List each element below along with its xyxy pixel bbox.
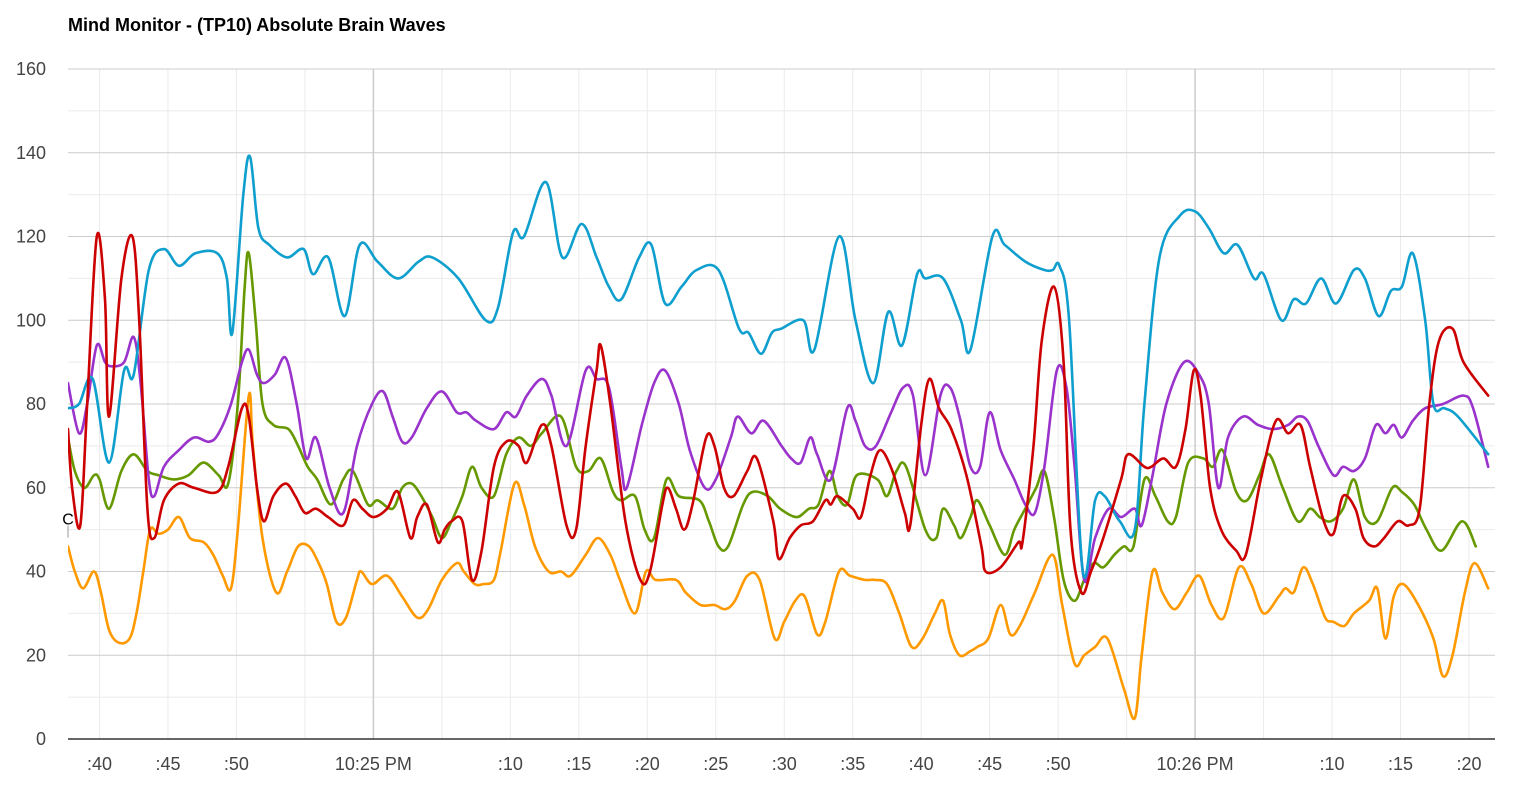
x-tick-label: :45 xyxy=(155,754,180,774)
x-tick-label: :10 xyxy=(1320,754,1345,774)
x-tick-label: :50 xyxy=(1046,754,1071,774)
x-axis-tick-labels: :40 :45 :50 10:25 PM :10 :15 :20 :25 :30 :35 :40 :4… xyxy=(87,754,1482,774)
series-line xyxy=(68,231,1490,596)
y-tick-label: 100 xyxy=(16,310,46,330)
series-layer xyxy=(68,154,1490,721)
y-tick-label: 20 xyxy=(26,645,46,665)
x-tick-label: :20 xyxy=(1456,754,1481,774)
x-tick-label: :15 xyxy=(566,754,591,774)
y-tick-label: 60 xyxy=(26,478,46,498)
x-tick-label: :15 xyxy=(1388,754,1413,774)
x-tick-label: :35 xyxy=(840,754,865,774)
y-tick-label: 120 xyxy=(16,227,46,247)
y-tick-label: 80 xyxy=(26,394,46,414)
x-tick-label: :30 xyxy=(772,754,797,774)
x-tick-label: :50 xyxy=(224,754,249,774)
y-tick-label: 160 xyxy=(16,59,46,79)
x-tick-label: :25 xyxy=(703,754,728,774)
x-tick-label: 10:26 PM xyxy=(1157,754,1234,774)
annotation-label: C xyxy=(62,512,74,529)
chart-title: Mind Monitor - (TP10) Absolute Brain Wav… xyxy=(68,15,446,35)
x-tick-label: :20 xyxy=(635,754,660,774)
x-tick-label: :40 xyxy=(87,754,112,774)
annotations: C xyxy=(62,512,74,538)
series-line xyxy=(68,335,1490,584)
y-axis-tick-labels: 0 20 40 60 80 100 120 140 160 xyxy=(16,59,46,749)
y-tick-label: 140 xyxy=(16,143,46,163)
major-gridlines xyxy=(68,68,1495,739)
x-tick-label: 10:25 PM xyxy=(335,754,412,774)
y-tick-label: 40 xyxy=(26,562,46,582)
x-tick-label: :40 xyxy=(909,754,934,774)
x-tick-label: :10 xyxy=(498,754,523,774)
x-tick-label: :45 xyxy=(977,754,1002,774)
y-tick-label: 0 xyxy=(36,729,46,749)
series-line xyxy=(68,154,1490,579)
